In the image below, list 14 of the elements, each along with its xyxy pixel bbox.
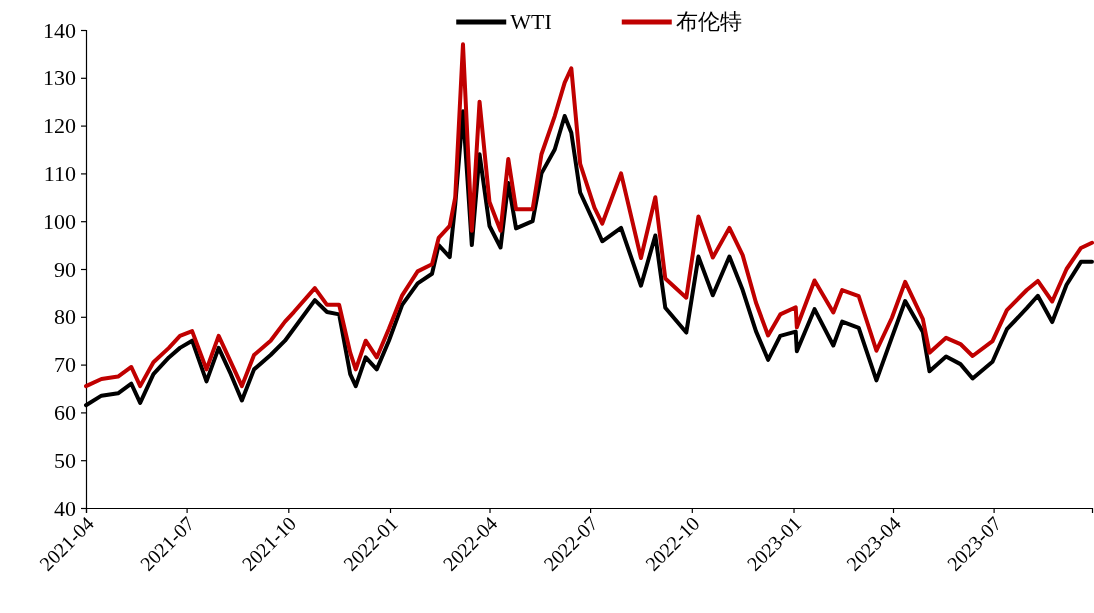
y-tick-label: 140	[43, 17, 76, 43]
y-tick-label: 80	[54, 304, 76, 330]
y-tick-label: 60	[54, 399, 76, 425]
legend-label: WTI	[510, 9, 552, 34]
legend-label: 布伦特	[675, 9, 742, 34]
line-series	[84, 42, 1094, 389]
y-tick-label: 100	[43, 208, 76, 234]
y-tick-label: 120	[43, 113, 76, 139]
y-tick-label: 50	[54, 447, 76, 473]
y-tick-label: 110	[43, 160, 76, 186]
y-tick-label: 70	[54, 352, 76, 378]
y-tick-label: 90	[54, 256, 76, 282]
y-tick-label: 130	[43, 65, 76, 91]
y-tick-label: 40	[54, 495, 76, 521]
